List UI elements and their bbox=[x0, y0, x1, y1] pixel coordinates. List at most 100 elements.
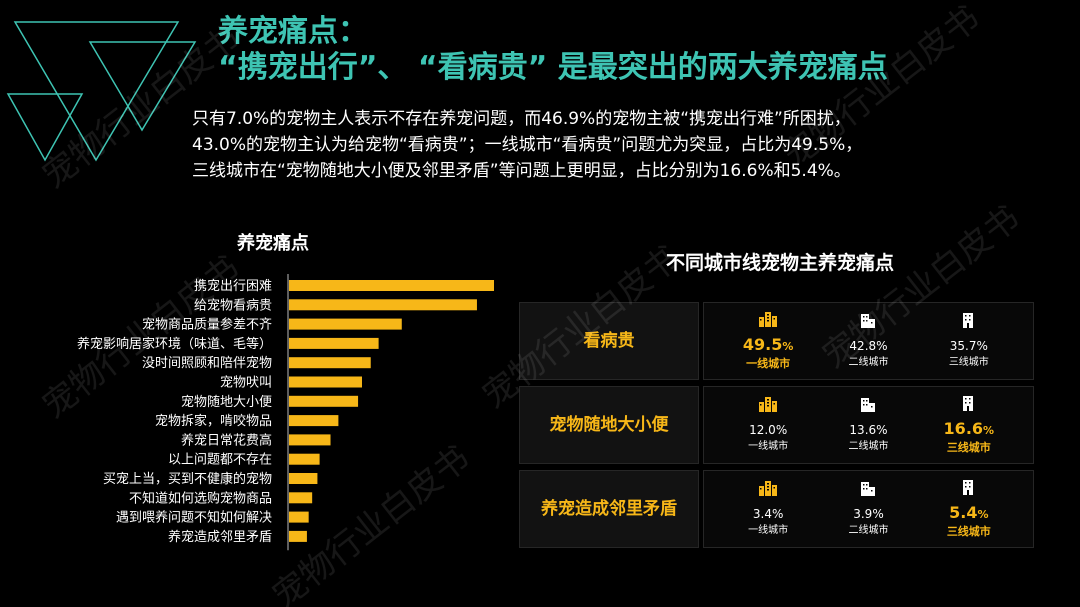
city-tier-label: 三线城市 bbox=[948, 357, 989, 368]
bar-category-label: 没时间照顾和陪伴宠物 bbox=[142, 355, 272, 371]
percentage-value: 12.0% bbox=[749, 422, 787, 438]
city-tier-label: 二线城市 bbox=[848, 525, 889, 536]
value-cell: 3.9% 二线城市 bbox=[828, 480, 908, 538]
row-label: 养宠造成 邻里矛盾 bbox=[519, 470, 699, 548]
percentage-unit: % bbox=[876, 339, 888, 353]
city-table-title: 不同城市线宠物主养宠痛点 bbox=[665, 252, 894, 274]
value-cell: 35.7% 三线城市 bbox=[929, 312, 1009, 370]
percentage-unit: % bbox=[772, 507, 784, 521]
percentage-unit: % bbox=[976, 339, 988, 353]
bar-category-label: 宠物随地大小便 bbox=[181, 394, 272, 410]
bar bbox=[289, 415, 339, 427]
percentage-value: 3.4% bbox=[753, 506, 784, 522]
triangle-decoration-icon bbox=[6, 21, 197, 162]
percentage-number: 49.5 bbox=[742, 335, 783, 354]
percentage-number: 3.4 bbox=[752, 507, 772, 521]
percentage-value: 13.6% bbox=[849, 422, 887, 438]
bar-category-label: 给宠物看病贵 bbox=[194, 297, 272, 313]
bar bbox=[289, 453, 320, 465]
bar bbox=[289, 492, 313, 504]
row-values: 3.4% 一线城市 3.9% 二线城市 5.4% 三线城市 bbox=[703, 470, 1034, 548]
percentage-number: 16.6 bbox=[943, 419, 984, 438]
bar-category-label: 宠物商品质量参差不齐 bbox=[142, 317, 272, 333]
city-tier3-icon bbox=[959, 395, 979, 421]
bar-category-label: 宠物吠叫 bbox=[220, 375, 272, 391]
bar-category-label: 宠物拆家，啃咬物品 bbox=[155, 413, 272, 429]
percentage-number: 35.7 bbox=[949, 339, 977, 353]
city-tier2-icon bbox=[858, 312, 878, 338]
city-tier3-icon bbox=[959, 312, 979, 338]
row-label-line: 看病贵 bbox=[583, 331, 635, 351]
city-tier-label: 一线城市 bbox=[746, 357, 791, 370]
percentage-number: 13.6 bbox=[849, 423, 877, 437]
city-tier-label: 三线城市 bbox=[946, 525, 991, 538]
city-tier-label: 二线城市 bbox=[848, 441, 889, 452]
bar-category-label: 养宠造成邻里矛盾 bbox=[168, 529, 272, 545]
table-row: 看病贵 49.5% 一线城市 42.8% 二线城市 35.7% 三线城市 bbox=[519, 302, 1034, 380]
percentage-unit: % bbox=[775, 423, 788, 437]
bar-category-label: 不知道如何选购宠物商品 bbox=[129, 490, 272, 506]
percentage-unit: % bbox=[782, 340, 794, 353]
percentage-value: 42.8% bbox=[849, 338, 887, 354]
bar-category-label: 遇到喂养问题不知如何解决 bbox=[116, 510, 272, 526]
city-tier-label: 一线城市 bbox=[748, 525, 789, 536]
bar-chart-title: 养宠痛点 bbox=[237, 233, 309, 254]
bar bbox=[289, 357, 371, 369]
bar-category-label: 买宠上当，买到不健康的宠物 bbox=[103, 471, 272, 487]
summary-line-2: 43.0%的宠物主认为给宠物“看病贵”；一线城市“看病贵”问题尤为突显，占比为4… bbox=[192, 135, 863, 155]
city-tier1-icon bbox=[758, 311, 778, 337]
percentage-unit: % bbox=[977, 508, 989, 521]
bar-category-label: 以上问题都不存在 bbox=[168, 453, 272, 468]
summary-text: 只有7.0%的宠物主人表示不存在养宠问题，而46.9%的宠物主被“携宠出行难”所… bbox=[192, 106, 1072, 184]
summary-line-3: 三线城市在“宠物随地大小便及邻里矛盾”等问题上更明显，占比分别为16.6%和5.… bbox=[192, 161, 851, 181]
percentage-number: 12.0 bbox=[749, 423, 776, 437]
bar bbox=[289, 299, 477, 311]
bar bbox=[289, 473, 318, 484]
value-cell: 42.8% 二线城市 bbox=[828, 312, 908, 370]
city-tier1-icon bbox=[758, 396, 778, 422]
bar-category-label: 携宠出行困难 bbox=[194, 278, 272, 294]
row-label: 宠物 随地大小便 bbox=[519, 386, 699, 464]
percentage-unit: % bbox=[872, 507, 884, 521]
value-cell: 12.0% 一线城市 bbox=[728, 396, 808, 454]
bar-category-label: 养宠影响居家环境（味道、毛等） bbox=[77, 336, 272, 352]
percentage-value: 16.6% bbox=[944, 421, 995, 439]
row-label-line: 随地大小便 bbox=[583, 415, 669, 435]
value-cell: 3.4% 一线城市 bbox=[728, 480, 808, 538]
city-tier-label: 三线城市 bbox=[946, 441, 991, 454]
bar bbox=[289, 395, 359, 407]
bar-category-label: 养宠日常花费高 bbox=[181, 432, 272, 448]
bar bbox=[289, 318, 402, 330]
percentage-value: 35.7% bbox=[950, 338, 988, 354]
value-cell: 49.5% 一线城市 bbox=[728, 311, 808, 371]
row-label-line: 养宠造成 bbox=[541, 499, 609, 519]
percentage-number: 42.8 bbox=[849, 339, 877, 353]
bar bbox=[289, 434, 331, 446]
row-label-line: 宠物 bbox=[549, 415, 584, 435]
percentage-number: 5.4 bbox=[949, 503, 978, 522]
page-title-line1: 养宠痛点： bbox=[218, 14, 368, 49]
value-cell: 5.4% 三线城市 bbox=[929, 479, 1009, 539]
percentage-unit: % bbox=[876, 423, 888, 437]
row-values: 12.0% 一线城市 13.6% 二线城市 16.6% 三线城市 bbox=[703, 386, 1034, 464]
page-title-line2: “携宠出行”、 “看病贵” 是最突出的两大养宠痛点 bbox=[218, 50, 888, 85]
bar bbox=[289, 337, 379, 349]
row-label-line: 邻里矛盾 bbox=[609, 499, 677, 519]
percentage-unit: % bbox=[983, 424, 995, 437]
percentage-value: 3.9% bbox=[853, 506, 884, 522]
percentage-number: 3.9 bbox=[853, 507, 873, 521]
city-tier1-icon bbox=[758, 480, 778, 506]
bar bbox=[289, 530, 307, 542]
table-row: 宠物 随地大小便 12.0% 一线城市 13.6% 二线城市 16.6% 三线城市 bbox=[519, 386, 1034, 464]
city-tier-label: 一线城市 bbox=[748, 441, 789, 452]
percentage-value: 5.4% bbox=[949, 505, 988, 523]
summary-line-1: 只有7.0%的宠物主人表示不存在养宠问题，而46.9%的宠物主被“携宠出行难”所… bbox=[192, 109, 851, 129]
bar bbox=[289, 511, 309, 523]
percentage-value: 49.5% bbox=[743, 337, 794, 355]
bar bbox=[289, 376, 362, 388]
city-tier2-icon bbox=[858, 396, 878, 422]
city-tier-label: 二线城市 bbox=[848, 357, 889, 368]
city-tier2-icon bbox=[858, 480, 878, 506]
row-values: 49.5% 一线城市 42.8% 二线城市 35.7% 三线城市 bbox=[703, 302, 1034, 380]
